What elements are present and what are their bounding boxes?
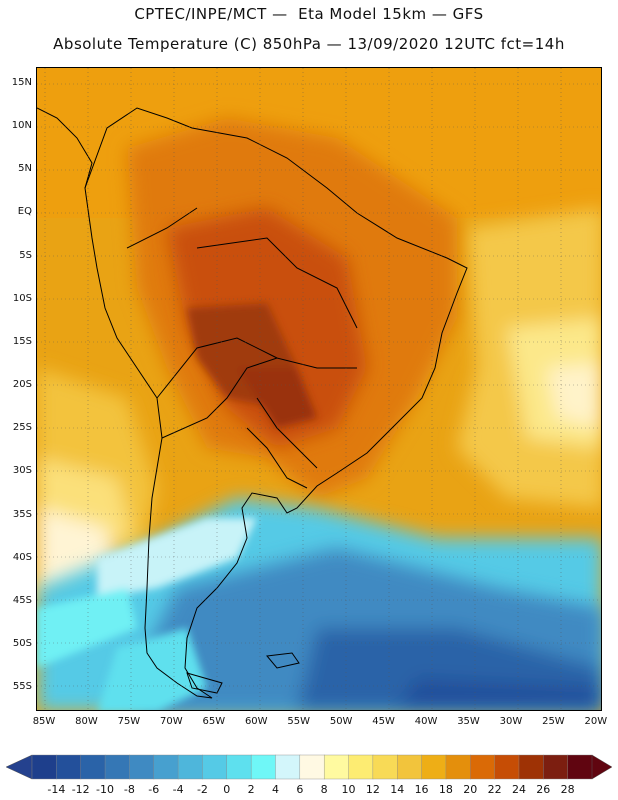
colorbar-swatch	[323, 754, 350, 780]
map-title: CPTEC/INPE/MCT — Eta Model 15km — GFS	[134, 5, 484, 23]
colorbar-swatch	[445, 754, 471, 780]
colorbar-swatch	[348, 754, 374, 780]
field-light-cyan	[37, 518, 257, 710]
temperature-map[interactable]	[36, 67, 602, 711]
colorbar-tick-label: -6	[148, 783, 160, 796]
colorbar-swatch	[275, 754, 301, 780]
colorbar-tick-label: -14	[47, 783, 66, 796]
lat-tick-label: 5N	[18, 163, 32, 175]
lon-tick-label: 50W	[329, 716, 353, 727]
colorbar-swatch	[104, 754, 130, 780]
colorbar-swatch	[31, 754, 57, 780]
lat-tick-label: 45S	[12, 594, 32, 606]
colorbar-swatch	[56, 754, 82, 780]
lon-tick-label: 20W	[584, 716, 608, 727]
colorbar-swatch	[129, 754, 155, 780]
colorbar-tick-label: 0	[223, 783, 231, 796]
colorbar-swatch	[202, 754, 228, 780]
colorbar-tick-label: 6	[296, 783, 304, 796]
field-pacific-yellow	[37, 368, 157, 598]
lon-tick-label: 35W	[457, 716, 480, 727]
colorbar-tick-label: -2	[196, 783, 208, 796]
lat-tick-label: 30S	[12, 465, 32, 477]
colorbar-tick-label: 2	[247, 783, 255, 796]
lat-tick-label: 50S	[12, 637, 32, 649]
lon-tick-label: 60W	[244, 716, 268, 727]
colorbar-tick-label: -12	[71, 783, 90, 796]
lon-tick-label: 85W	[32, 716, 56, 727]
lon-tick-label: 40W	[414, 716, 438, 727]
colorbar-tick-label: -10	[96, 783, 115, 796]
colorbar-swatch	[518, 754, 544, 780]
colorbar-swatch	[299, 754, 325, 780]
colorbar-swatch	[250, 754, 276, 780]
colorbar-swatch	[397, 754, 423, 780]
field-southern-cold	[137, 548, 601, 710]
border-lines	[126, 207, 358, 489]
map-subtitle: Absolute Temperature (C) 850hPa — 13/09/…	[53, 35, 565, 53]
coastline-south-america	[84, 107, 468, 699]
lon-tick-label: 25W	[542, 716, 565, 727]
lat-tick-label: 55S	[12, 681, 32, 693]
colorbar-swatch	[470, 754, 496, 780]
lon-tick-label: 75W	[117, 716, 141, 727]
lon-tick-label: 70W	[160, 716, 183, 727]
colorbar-swatch	[543, 754, 569, 780]
lon-tick-label: 30W	[499, 716, 523, 727]
lon-tick-label: 55W	[287, 716, 310, 727]
colorbar-tick-label: 14	[390, 783, 405, 796]
colorbar-tick-label: 28	[560, 783, 575, 796]
temperature-field	[37, 68, 601, 710]
colorbar-tick-label: 18	[438, 783, 453, 796]
lat-tick-label: 35S	[12, 508, 32, 520]
lat-tick-label: 40S	[12, 551, 32, 563]
lat-tick-label: 5S	[19, 249, 32, 261]
colorbar-tick-label: 4	[271, 783, 279, 796]
colorbar-right-arrow	[591, 754, 612, 780]
colorbar-tick-label: 20	[463, 783, 478, 796]
colorbar-swatch	[177, 754, 203, 780]
colorbar-swatch	[494, 754, 520, 780]
lon-tick-label: 45W	[372, 716, 395, 727]
lat-tick-label: 15N	[11, 77, 32, 88]
colorbar-swatch	[153, 754, 179, 780]
colorbar-swatch	[567, 754, 593, 780]
colorbar-tick-label: 10	[341, 783, 356, 796]
colorbar-tick-label: 16	[414, 783, 429, 796]
colorbar-tick-label: 8	[320, 783, 328, 796]
field-continent-hottest	[187, 303, 317, 428]
lat-tick-label: 25S	[12, 422, 32, 434]
lat-tick-label: EQ	[17, 206, 32, 218]
colorbar-tick-label: -4	[172, 783, 184, 796]
colorbar	[6, 754, 612, 780]
colorbar-tick-label: 24	[511, 783, 526, 796]
lat-tick-label: 10N	[11, 120, 32, 132]
colorbar-swatch	[80, 754, 106, 780]
colorbar-tick-label: 12	[365, 783, 380, 796]
coastlines	[37, 107, 468, 699]
lat-tick-label: 20S	[12, 379, 32, 391]
lon-tick-label: 65W	[202, 716, 226, 727]
field-atlantic-yellow	[457, 208, 601, 508]
lat-tick-label: 10S	[12, 292, 32, 304]
colorbar-tick-label: 22	[487, 783, 502, 796]
coastline-central-america	[37, 107, 93, 189]
lat-lon-grid	[37, 68, 601, 710]
colorbar-swatch	[372, 754, 398, 780]
colorbar-tick-label: -8	[123, 783, 135, 796]
colorbar-swatch	[421, 754, 447, 780]
colorbar-tick-label: 26	[536, 783, 551, 796]
lon-tick-label: 80W	[75, 716, 98, 727]
colorbar-left-arrow	[6, 754, 33, 780]
lat-tick-label: 15S	[12, 335, 32, 347]
colorbar-swatch	[226, 754, 252, 780]
coastline-falklands	[266, 652, 300, 669]
